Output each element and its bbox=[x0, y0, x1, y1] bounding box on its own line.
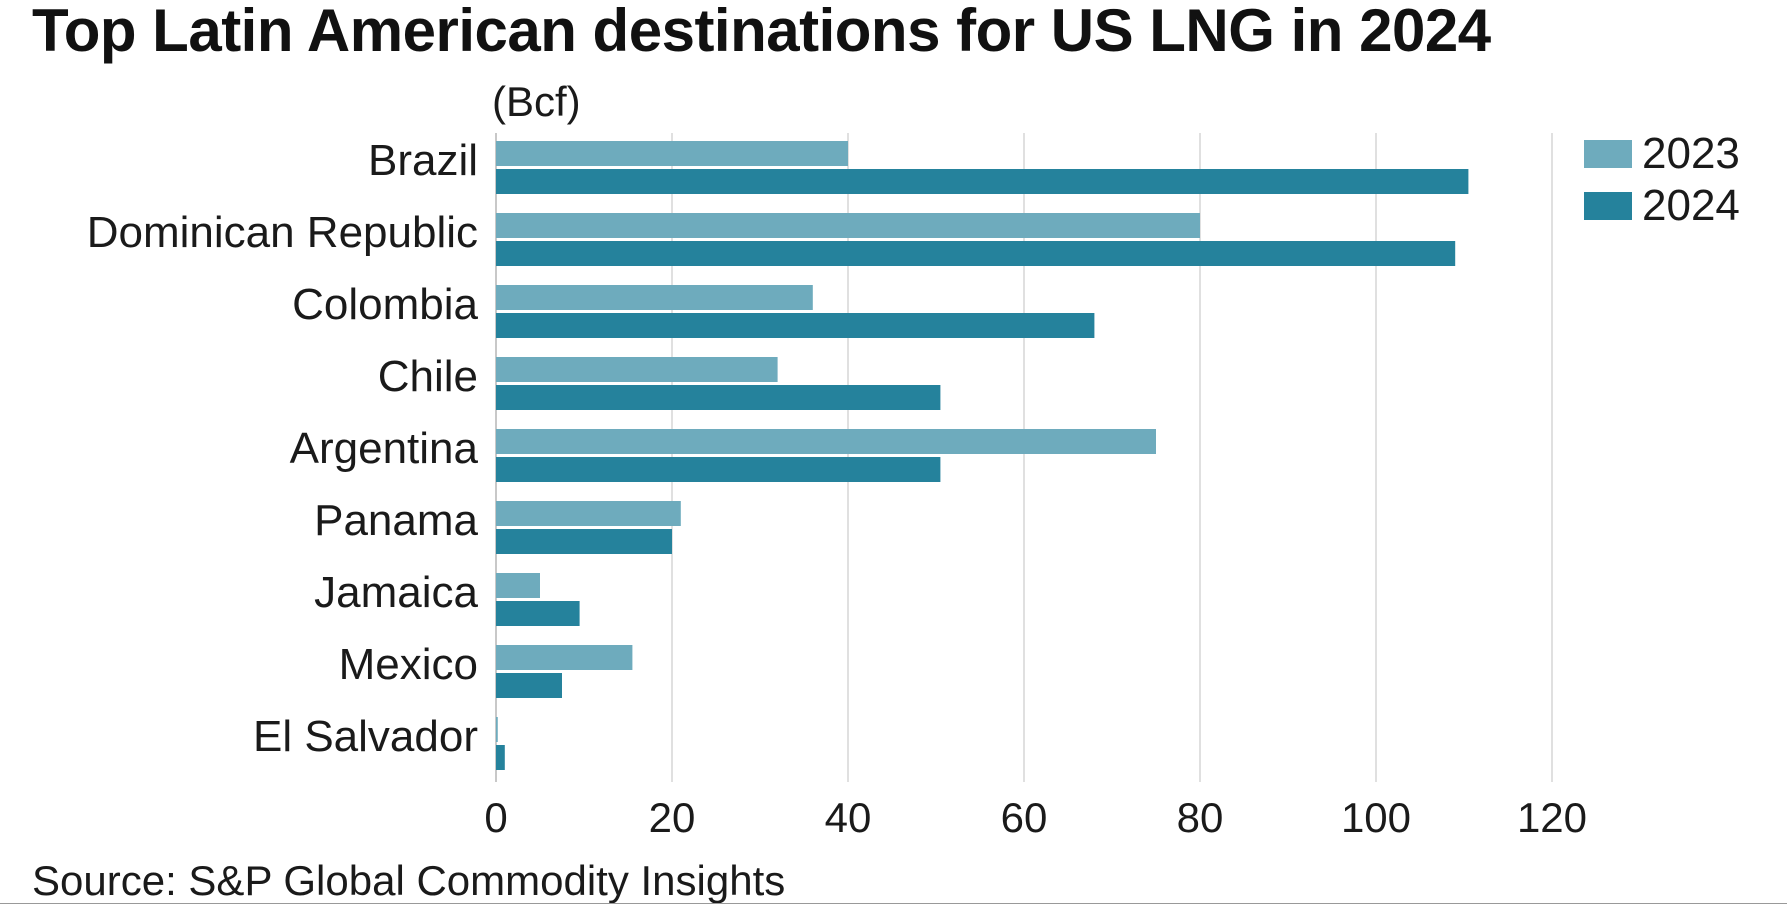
bottom-divider bbox=[0, 903, 1787, 904]
x-axis-ticks: 0 20 40 60 80 100 120 bbox=[484, 794, 1587, 841]
category-label: Mexico bbox=[339, 640, 478, 689]
x-tick-label: 60 bbox=[1001, 794, 1048, 841]
legend-swatch-2023 bbox=[1584, 140, 1632, 168]
category-label: Chile bbox=[378, 352, 478, 401]
bar-2024-dominican-republic bbox=[496, 241, 1456, 266]
category-label: Dominican Republic bbox=[87, 208, 478, 257]
unit-label: (Bcf) bbox=[492, 78, 581, 125]
category-label: Argentina bbox=[290, 424, 479, 473]
x-tick-label: 80 bbox=[1177, 794, 1224, 841]
bar-2024-brazil bbox=[496, 169, 1469, 194]
bar-2023-dominican-republic bbox=[496, 213, 1200, 238]
category-label: Colombia bbox=[292, 280, 478, 329]
bar-2024-jamaica bbox=[496, 601, 580, 626]
bar-2024-el-salvador bbox=[496, 745, 505, 770]
category-label: Jamaica bbox=[314, 568, 478, 617]
bar-2023-colombia bbox=[496, 285, 813, 310]
x-tick-label: 100 bbox=[1341, 794, 1411, 841]
x-tick-label: 120 bbox=[1517, 794, 1587, 841]
category-labels: Brazil Dominican Republic Colombia Chile Arg… bbox=[87, 136, 479, 761]
legend-label: 2023 bbox=[1642, 129, 1740, 178]
bar-2023-mexico bbox=[496, 645, 633, 670]
bar-2024-mexico bbox=[496, 673, 562, 698]
x-tick-label: 0 bbox=[484, 794, 507, 841]
x-tick-label: 20 bbox=[649, 794, 696, 841]
legend-label: 2024 bbox=[1642, 181, 1740, 230]
bar-2023-argentina bbox=[496, 429, 1156, 454]
bars bbox=[496, 141, 1469, 770]
bar-2023-brazil bbox=[496, 141, 848, 166]
bar-2024-panama bbox=[496, 529, 672, 554]
bar-2023-jamaica bbox=[496, 573, 540, 598]
chart-title: Top Latin American destinations for US L… bbox=[32, 0, 1491, 64]
category-label: Panama bbox=[314, 496, 478, 545]
source-note: Source: S&P Global Commodity Insights bbox=[32, 857, 786, 904]
bar-2023-chile bbox=[496, 357, 778, 382]
bar-2023-el-salvador bbox=[496, 717, 498, 742]
bar-2023-panama bbox=[496, 501, 681, 526]
bar-2024-colombia bbox=[496, 313, 1095, 338]
category-label: Brazil bbox=[368, 136, 478, 185]
legend-swatch-2024 bbox=[1584, 192, 1632, 220]
bar-2024-argentina bbox=[496, 457, 941, 482]
bar-2024-chile bbox=[496, 385, 941, 410]
category-label: El Salvador bbox=[253, 712, 478, 761]
x-tick-label: 40 bbox=[825, 794, 872, 841]
